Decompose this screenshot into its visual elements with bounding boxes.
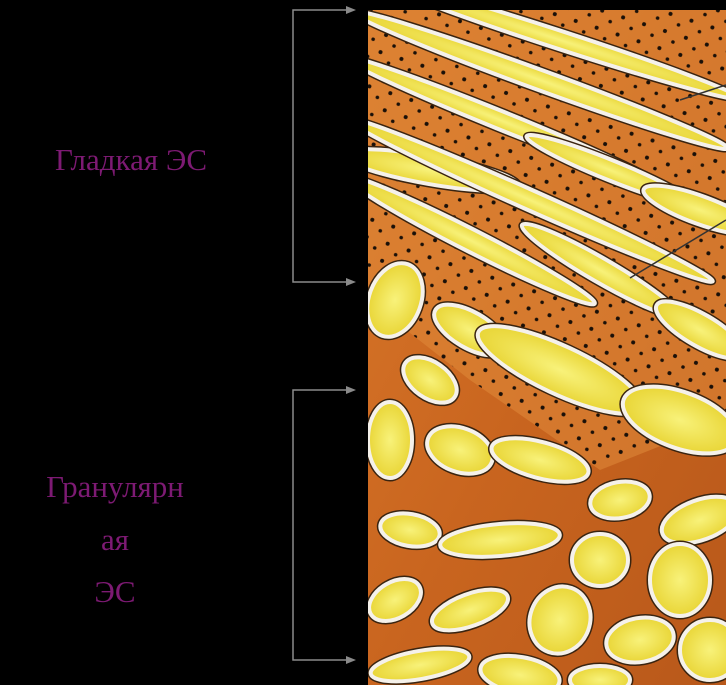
cisterna bbox=[572, 534, 628, 586]
cisterna bbox=[680, 620, 726, 680]
granular-er-label: ЭС bbox=[94, 574, 135, 609]
smooth-er-label: Гладкая ЭС bbox=[55, 142, 207, 177]
cisterna bbox=[368, 402, 412, 478]
granular-er-label: ая bbox=[101, 522, 129, 557]
granular-er-label: Гранулярн bbox=[46, 469, 184, 504]
slide: Гладкая ЭС Гранулярн ая ЭС bbox=[0, 0, 726, 685]
cisterna bbox=[570, 666, 630, 685]
er-illustration bbox=[339, 0, 726, 685]
cisterna bbox=[650, 544, 710, 616]
